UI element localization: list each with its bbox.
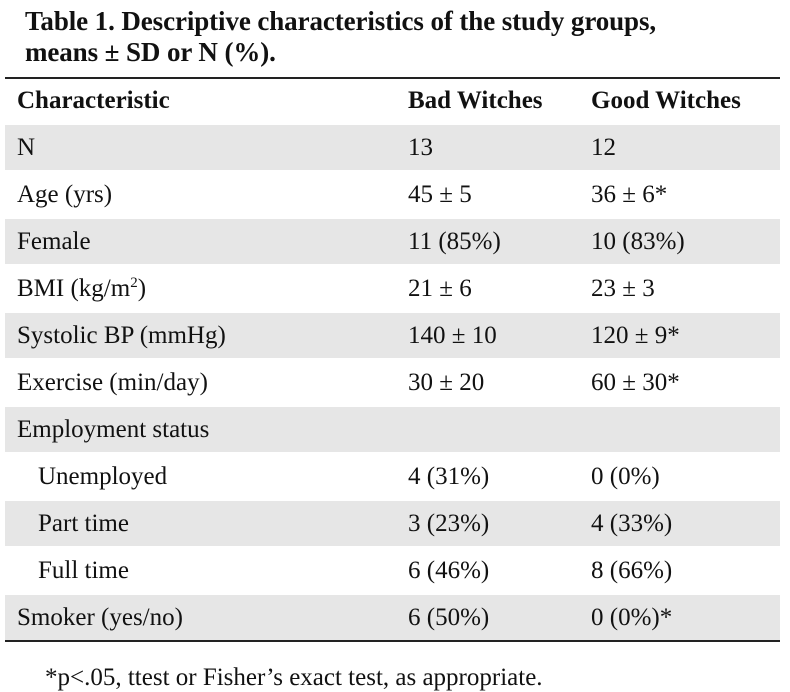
bad-witches-value: 13 <box>408 123 591 171</box>
row-label: Smoker (yes/no) <box>5 593 408 641</box>
good-witches-value: 10 (83%) <box>591 217 780 265</box>
good-witches-value: 60 ± 30* <box>591 358 780 406</box>
row-label: Age (yrs) <box>5 170 408 218</box>
row-label-superscript: 2 <box>130 274 138 291</box>
characteristics-table: Characteristic Bad Witches Good Witches … <box>5 77 780 642</box>
table-row: BMI (kg/m2) 21 ± 6 23 ± 3 <box>5 264 780 312</box>
table-row: Exercise (min/day) 30 ± 20 60 ± 30* <box>5 358 780 406</box>
table-title-line-1: Table 1. Descriptive characteristics of … <box>25 6 657 36</box>
table-row: Part time 3 (23%) 4 (33%) <box>5 499 780 547</box>
table-row: N 13 12 <box>5 123 780 171</box>
good-witches-value: 4 (33%) <box>591 499 780 547</box>
bad-witches-value: 6 (46%) <box>408 546 591 594</box>
table-container: Table 1. Descriptive characteristics of … <box>5 6 780 692</box>
bad-witches-value: 6 (50%) <box>408 593 591 641</box>
table-row: Systolic BP (mmHg) 140 ± 10 120 ± 9* <box>5 311 780 359</box>
bad-witches-value: 4 (31%) <box>408 452 591 500</box>
good-witches-value: 23 ± 3 <box>591 264 780 312</box>
table-row: Female 11 (85%) 10 (83%) <box>5 217 780 265</box>
bad-witches-value: 30 ± 20 <box>408 358 591 406</box>
table-header-row: Characteristic Bad Witches Good Witches <box>5 78 780 124</box>
row-label: Employment status <box>5 405 408 453</box>
good-witches-value: 0 (0%) <box>591 452 780 500</box>
bad-witches-value <box>408 405 591 453</box>
good-witches-value: 120 ± 9* <box>591 311 780 359</box>
table-row: Unemployed 4 (31%) 0 (0%) <box>5 452 780 500</box>
header-bad-witches: Bad Witches <box>408 87 543 114</box>
table-footnote: *p<.05, ttest or Fisher’s exact test, as… <box>45 664 543 691</box>
good-witches-value: 0 (0%)* <box>591 593 780 641</box>
table-row: Smoker (yes/no) 6 (50%) 0 (0%)* <box>5 593 780 641</box>
table-row: Full time 6 (46%) 8 (66%) <box>5 546 780 594</box>
header-characteristic: Characteristic <box>17 87 170 114</box>
row-label: Part time <box>5 499 408 547</box>
bad-witches-value: 45 ± 5 <box>408 170 591 218</box>
row-label: Exercise (min/day) <box>5 358 408 406</box>
bad-witches-value: 140 ± 10 <box>408 311 591 359</box>
table-title-line-2: means ± SD or N (%). <box>25 37 276 67</box>
bad-witches-value: 3 (23%) <box>408 499 591 547</box>
header-good-witches: Good Witches <box>591 87 741 114</box>
table-row: Age (yrs) 45 ± 5 36 ± 6* <box>5 170 780 218</box>
row-label: Full time <box>5 546 408 594</box>
row-label: Female <box>5 217 408 265</box>
good-witches-value <box>591 405 780 453</box>
bad-witches-value: 11 (85%) <box>408 217 591 265</box>
table-title: Table 1. Descriptive characteristics of … <box>25 6 780 68</box>
table-row-section: Employment status <box>5 405 780 453</box>
row-label: Systolic BP (mmHg) <box>5 311 408 359</box>
good-witches-value: 8 (66%) <box>591 546 780 594</box>
row-label: Unemployed <box>5 452 408 500</box>
row-label-text: BMI (kg/m <box>17 274 131 302</box>
bad-witches-value: 21 ± 6 <box>408 264 591 312</box>
row-label: BMI (kg/m2) <box>5 264 408 312</box>
row-label: N <box>5 123 408 171</box>
good-witches-value: 12 <box>591 123 780 171</box>
row-label-suffix: ) <box>137 274 147 302</box>
good-witches-value: 36 ± 6* <box>591 170 780 218</box>
